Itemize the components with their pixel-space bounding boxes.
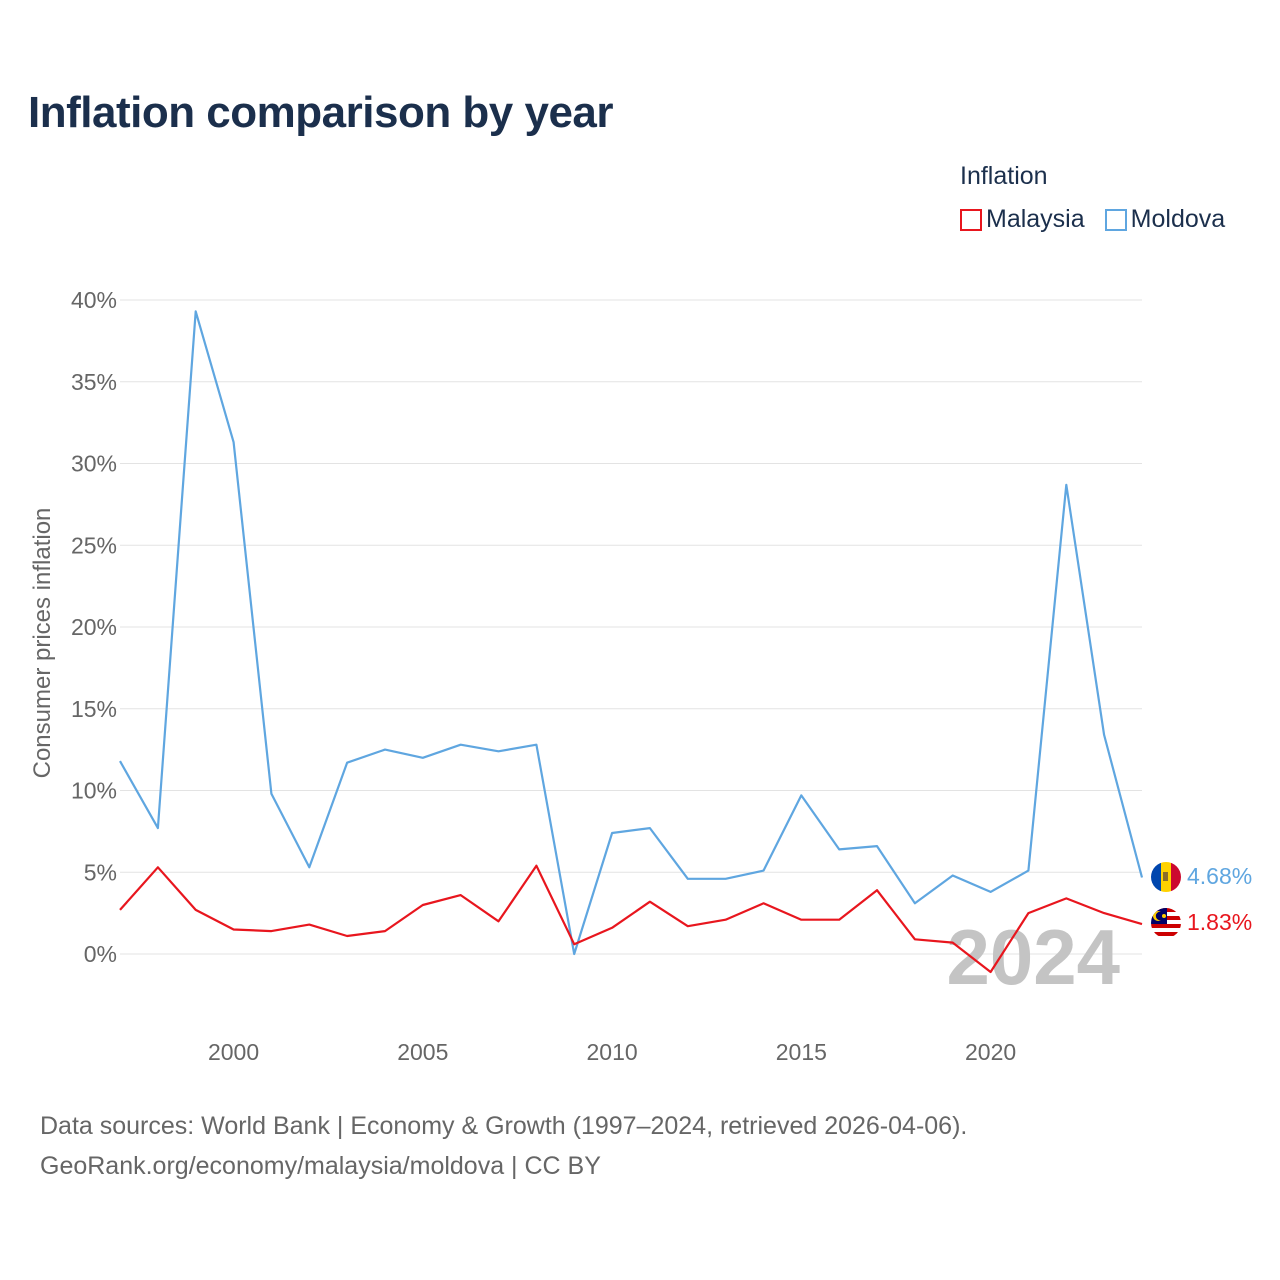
x-tick-label: 2005 xyxy=(397,1039,448,1065)
y-tick-label: 0% xyxy=(84,941,117,967)
y-tick-label: 35% xyxy=(71,369,117,395)
chart-title: Inflation comparison by year xyxy=(28,88,614,137)
legend-swatch-malaysia xyxy=(960,208,982,231)
x-tick-label: 2020 xyxy=(965,1039,1016,1065)
y-axis: 0% 5% 10% 15% 20% 25% 30% 35% 40% xyxy=(71,287,117,967)
x-axis: 2000 2005 2010 2015 2020 xyxy=(208,1039,1016,1065)
y-axis-label: Consumer prices inflation xyxy=(29,508,56,779)
legend: Malaysia Moldova xyxy=(960,205,1225,234)
legend-label-moldova: Moldova xyxy=(1130,205,1226,233)
legend-swatch-moldova xyxy=(1104,208,1127,231)
year-watermark: 2024 xyxy=(946,913,1120,1001)
legend-item-malaysia[interactable]: Malaysia xyxy=(960,205,1085,234)
footer-attribution[interactable]: GeoRank.org/economy/malaysia/moldova | C… xyxy=(40,1152,601,1180)
moldova-flag-icon xyxy=(1151,862,1181,892)
series-line-malaysia[interactable] xyxy=(119,864,1143,974)
footer: Data sources: World Bank | Economy & Gro… xyxy=(40,1106,967,1186)
x-tick-label: 2010 xyxy=(586,1039,637,1065)
y-tick-label: 30% xyxy=(71,451,117,477)
legend-title: Inflation xyxy=(960,162,1048,190)
y-tick-label: 5% xyxy=(84,859,117,885)
x-tick-label: 2000 xyxy=(208,1039,259,1065)
y-tick-label: 15% xyxy=(71,696,117,722)
series-line-moldova[interactable] xyxy=(119,310,1144,956)
legend-item-moldova[interactable]: Moldova xyxy=(1104,205,1226,234)
x-tick-label: 2015 xyxy=(776,1039,827,1065)
end-label-moldova: 4.68% xyxy=(1187,863,1252,889)
end-labels: 4.68% 1.83% xyxy=(1187,863,1252,935)
y-tick-label: 10% xyxy=(71,778,117,804)
end-label-malaysia: 1.83% xyxy=(1187,909,1252,935)
line-chart: 0%5%10%15%20%25%30%35%40% 2000 2005 2010 20… xyxy=(29,287,1252,1065)
y-tick-label: 40% xyxy=(71,287,117,313)
legend-label-malaysia: Malaysia xyxy=(986,205,1085,233)
footer-sources: Data sources: World Bank | Economy & Gro… xyxy=(40,1112,968,1140)
malaysia-flag-icon xyxy=(1151,908,1181,938)
grid-lines xyxy=(120,299,1142,955)
series-group xyxy=(119,310,1144,974)
y-tick-label: 20% xyxy=(71,614,117,640)
y-tick-label: 25% xyxy=(71,532,117,558)
